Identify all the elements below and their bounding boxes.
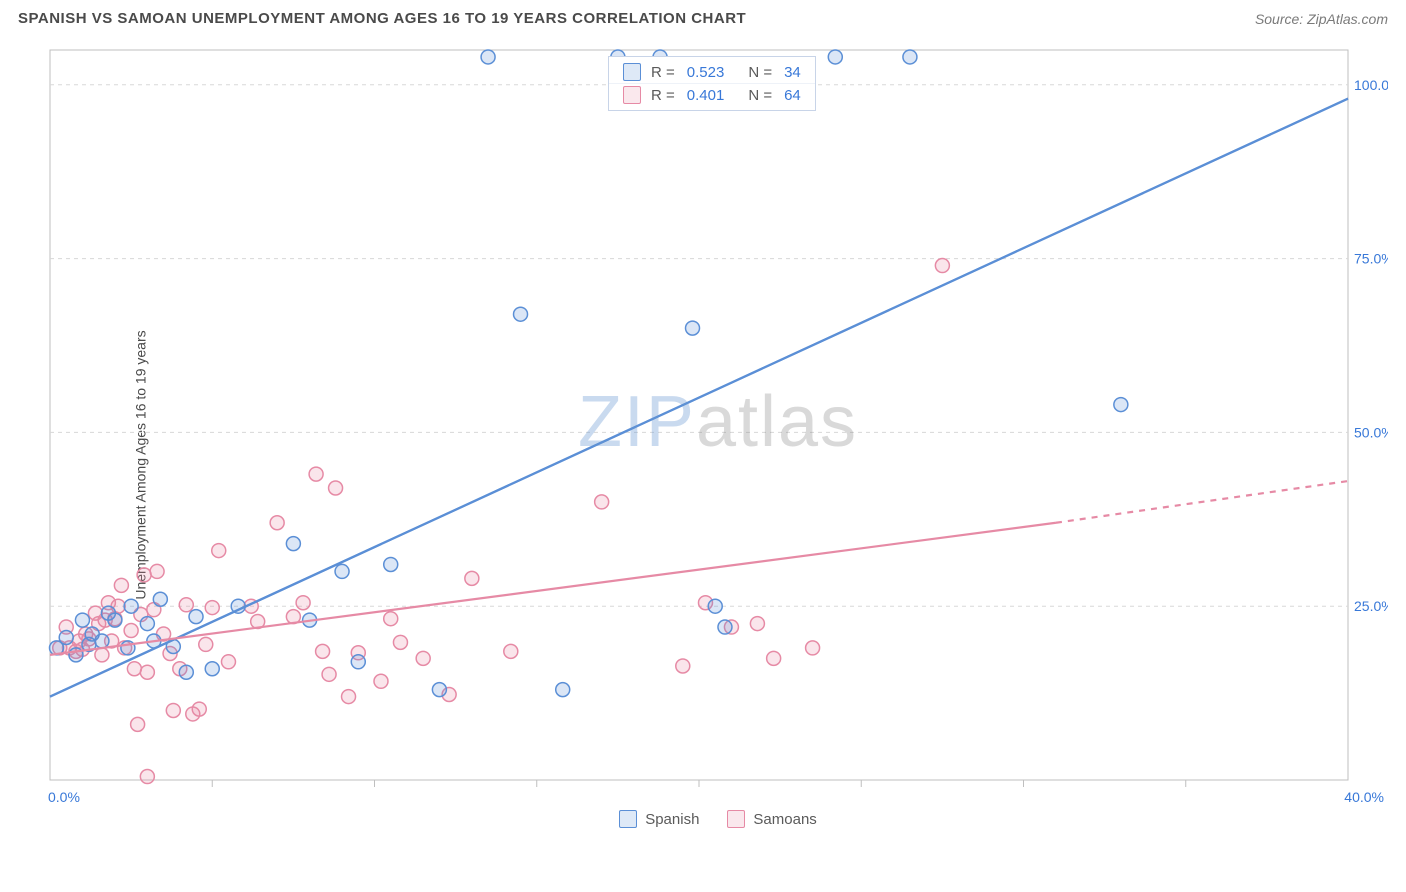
- r-value: 0.401: [687, 87, 725, 104]
- n-label: N =: [748, 87, 772, 104]
- svg-text:50.0%: 50.0%: [1354, 424, 1388, 440]
- chart-container: Unemployment Among Ages 16 to 19 years 2…: [0, 38, 1406, 892]
- stats-row: R = 0.523 N = 34: [609, 61, 815, 83]
- legend: Spanish Samoans: [48, 810, 1388, 828]
- svg-text:0.0%: 0.0%: [48, 789, 80, 805]
- stats-row: R = 0.401 N = 64: [609, 83, 815, 106]
- plot-area: 25.0%50.0%75.0%100.0%0.0%40.0% ZIPatlas …: [48, 48, 1388, 828]
- correlation-stats-box: R = 0.523 N = 34 R = 0.401 N = 64: [608, 56, 816, 111]
- r-label: R =: [651, 64, 675, 81]
- legend-label: Spanish: [645, 811, 699, 828]
- chart-title: SPANISH VS SAMOAN UNEMPLOYMENT AMONG AGE…: [18, 10, 746, 27]
- scatter-plot-svg: 25.0% 50.0% 75.0% 100.0% 0.0% 40.0%: [48, 48, 1388, 828]
- series-swatch: [623, 86, 641, 104]
- svg-text:100.0%: 100.0%: [1354, 77, 1388, 93]
- r-value: 0.523: [687, 64, 725, 81]
- svg-text:75.0%: 75.0%: [1354, 251, 1388, 267]
- legend-swatch: [727, 810, 745, 828]
- n-value: 34: [784, 64, 801, 81]
- series-swatch: [623, 63, 641, 81]
- r-label: R =: [651, 87, 675, 104]
- legend-item: Spanish: [619, 810, 699, 828]
- source-attribution: Source: ZipAtlas.com: [1255, 11, 1388, 27]
- legend-swatch: [619, 810, 637, 828]
- legend-item: Samoans: [727, 810, 816, 828]
- legend-label: Samoans: [753, 811, 816, 828]
- n-label: N =: [748, 64, 772, 81]
- n-value: 64: [784, 87, 801, 104]
- svg-text:25.0%: 25.0%: [1354, 598, 1388, 614]
- svg-text:40.0%: 40.0%: [1344, 789, 1384, 805]
